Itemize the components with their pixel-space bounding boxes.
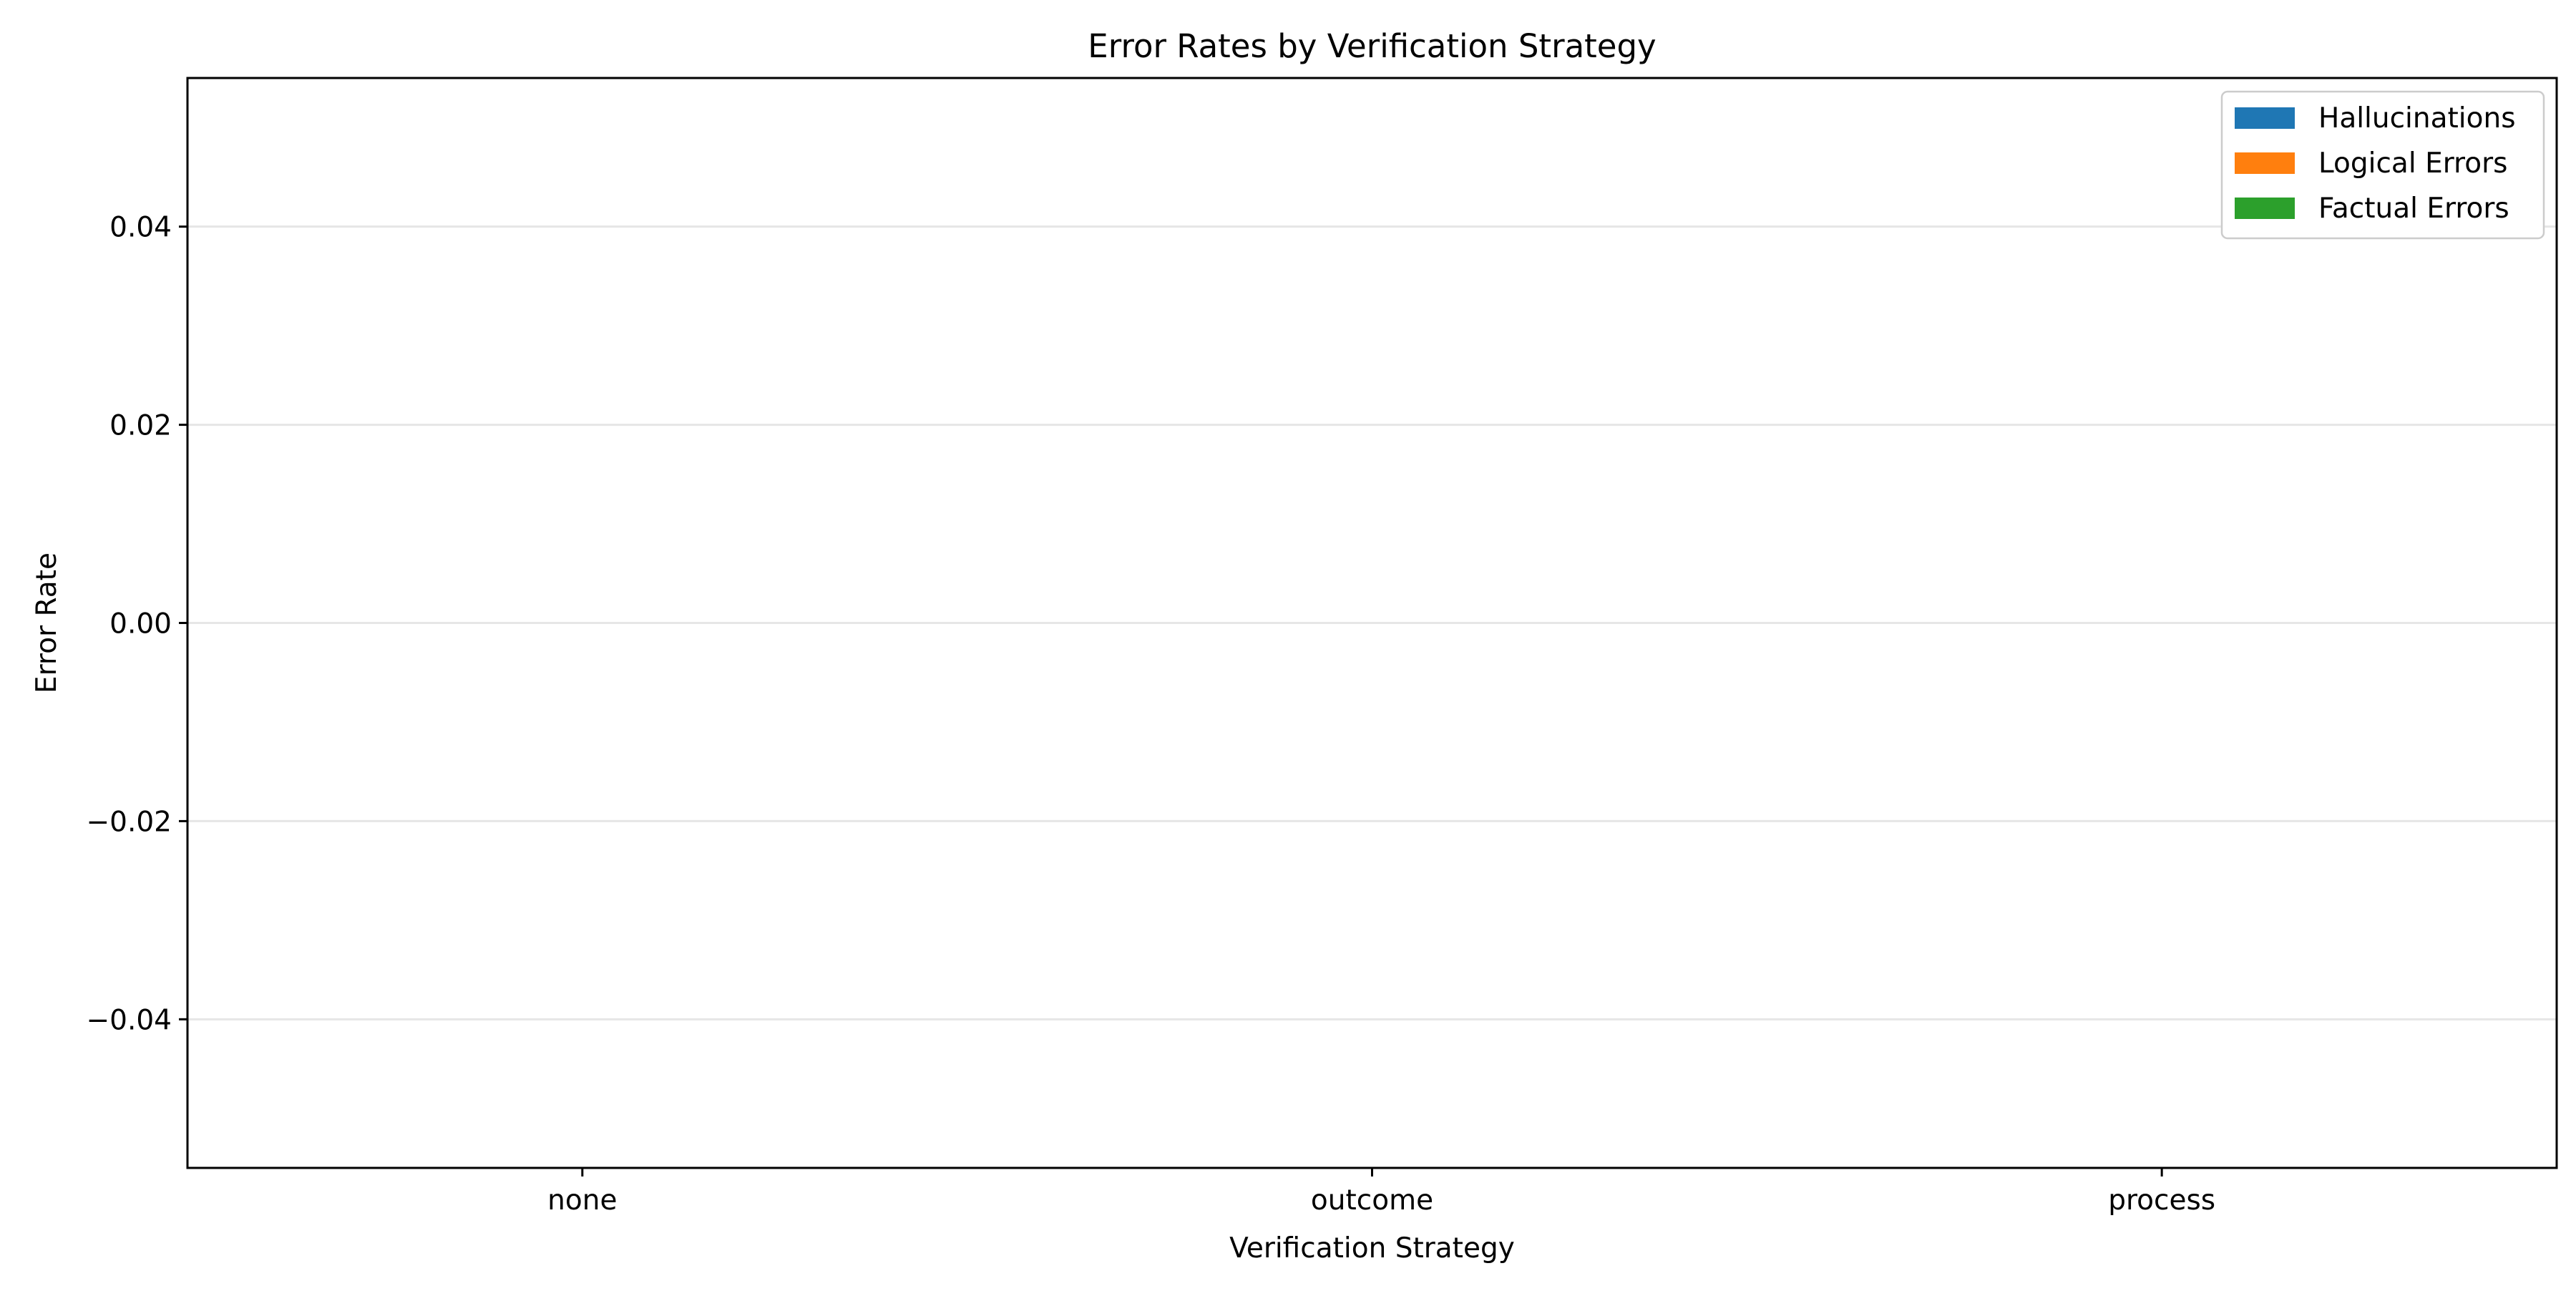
x-axis-ticks: none outcome process xyxy=(547,1168,2215,1217)
gridlines xyxy=(187,225,2557,1020)
legend-entry-label: Factual Errors xyxy=(2318,193,2509,225)
legend: Hallucinations Logical Errors Factual Erro… xyxy=(2220,90,2545,240)
x-tick-label: outcome xyxy=(1311,1184,1433,1217)
y-axis-label: Error Rate xyxy=(31,552,63,693)
x-tick-label: process xyxy=(2108,1184,2215,1217)
y-tick-label: 0.04 xyxy=(109,212,172,244)
chart-title: Error Rates by Verification Strategy xyxy=(1088,27,1656,65)
legend-swatch xyxy=(2235,198,2295,219)
legend-swatch xyxy=(2235,107,2295,129)
y-tick-label: 0.02 xyxy=(109,410,172,442)
y-tick-label: 0.00 xyxy=(109,608,172,640)
y-tick-label: −0.02 xyxy=(86,806,172,838)
legend-entry-label: Logical Errors xyxy=(2318,147,2507,180)
x-axis-label: Verification Strategy xyxy=(1229,1232,1515,1265)
y-axis-ticks: −0.04 −0.02 0.00 0.02 0.04 xyxy=(86,212,187,1036)
y-tick-label: −0.04 xyxy=(86,1004,172,1036)
legend-entry-label: Hallucinations xyxy=(2318,102,2516,135)
legend-swatch xyxy=(2235,152,2295,174)
x-tick-label: none xyxy=(547,1184,617,1217)
legend-box xyxy=(2220,90,2545,240)
